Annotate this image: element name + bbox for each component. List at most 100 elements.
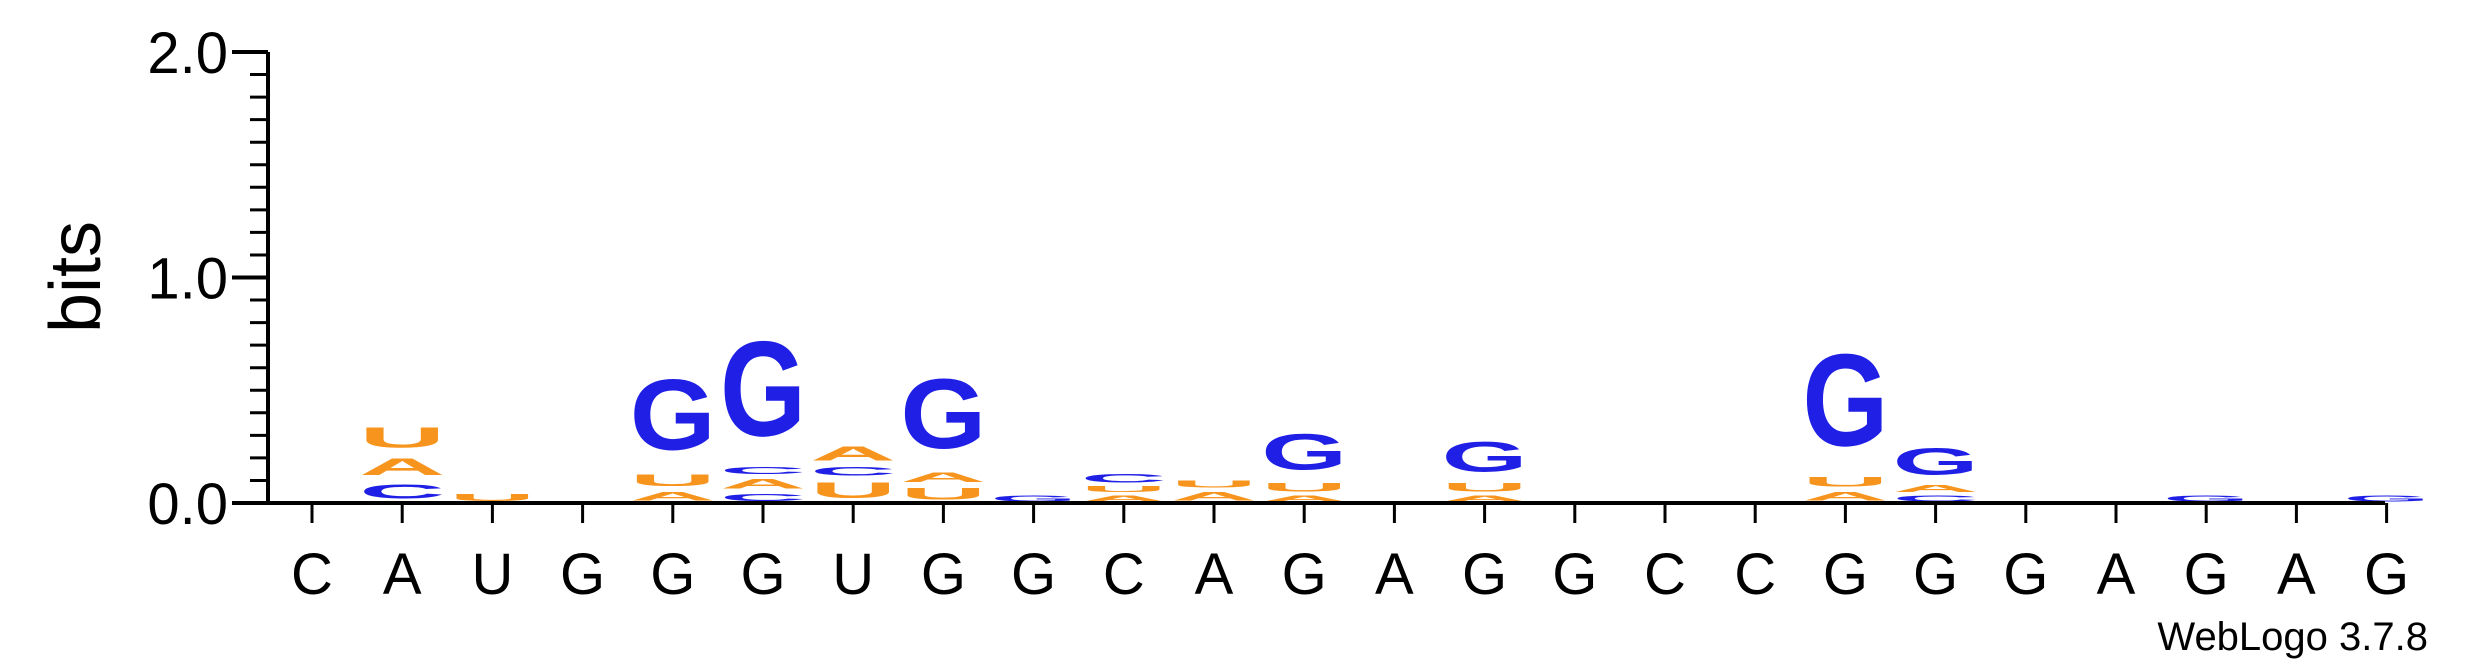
glyph-A: A — [900, 469, 986, 485]
glyph-C: C — [359, 481, 445, 503]
glyph-U: U — [449, 492, 535, 503]
logo-letter-A: A — [1893, 483, 1979, 494]
x-tick-label: G — [650, 542, 695, 607]
glyph-C: C — [1081, 471, 1167, 485]
glyph-G: G — [630, 359, 716, 472]
x-tick-label: C — [1103, 542, 1145, 607]
logo-letter-C: C — [720, 465, 806, 476]
logo-letter-A: A — [1442, 494, 1528, 503]
logo-letter-A: A — [720, 476, 806, 492]
x-tick-label: G — [921, 542, 966, 607]
logo-letter-C: C — [1081, 471, 1167, 485]
y-tick-label: 1.0 — [147, 247, 228, 312]
logo-letter-A: A — [1171, 489, 1257, 503]
glyph-A: A — [720, 476, 806, 492]
x-tick-label: U — [471, 542, 513, 607]
y-axis-title: bits — [36, 221, 116, 333]
x-tick-label: A — [2097, 542, 2136, 607]
logo-letter-G: G — [1261, 424, 1347, 480]
logo-letter-U: U — [900, 485, 986, 503]
x-tick-label: G — [2184, 542, 2229, 607]
x-tick-label: G — [2003, 542, 2048, 607]
logo-letter-A: A — [810, 442, 896, 464]
glyph-G: G — [1442, 433, 1528, 481]
x-tick-label: G — [560, 542, 605, 607]
logo-letter-U: U — [359, 422, 445, 453]
logo-letter-C: C — [1893, 494, 1979, 503]
x-tick-label: C — [1734, 542, 1776, 607]
glyph-U: U — [810, 478, 896, 503]
logo-letter-C: C — [359, 481, 445, 503]
y-tick-label: 0.0 — [147, 472, 228, 537]
glyph-C: C — [720, 492, 806, 503]
logo-letter-U: U — [630, 472, 716, 490]
logo-letter-G: G — [1893, 440, 1979, 483]
x-tick-label: G — [1011, 542, 1056, 607]
glyph-C: C — [810, 465, 896, 479]
x-tick-label: G — [1913, 542, 1958, 607]
x-tick-label: G — [1462, 542, 1507, 607]
logo-letter-A: A — [900, 469, 986, 485]
glyph-G: G — [2344, 494, 2430, 503]
glyph-G: G — [2163, 494, 2249, 503]
glyph-G: G — [720, 314, 806, 465]
logo-letter-U: U — [1442, 480, 1528, 494]
x-tick-label: G — [1552, 542, 1597, 607]
x-tick-label: A — [1195, 542, 1234, 607]
logo-letter-G: G — [2344, 494, 2430, 503]
logo-letter-G: G — [1802, 326, 1888, 473]
glyph-G: G — [991, 494, 1077, 503]
weblogo-credit: WebLogo 3.7.8 — [2157, 615, 2428, 659]
logo-letter-C: C — [720, 492, 806, 503]
logo-letter-G: G — [720, 314, 806, 465]
logo-letter-G: G — [2163, 494, 2249, 503]
logo-letter-U: U — [1802, 474, 1888, 490]
glyph-U: U — [630, 472, 716, 490]
x-tick-label: U — [832, 542, 874, 607]
glyph-U: U — [1171, 478, 1257, 489]
glyph-A: A — [630, 489, 716, 503]
y-tick-label: 2.0 — [147, 21, 228, 86]
logo-letter-U: U — [1261, 480, 1347, 494]
glyph-C: C — [1893, 494, 1979, 503]
glyph-A: A — [1081, 494, 1167, 503]
glyph-U: U — [1261, 480, 1347, 494]
glyph-A: A — [1171, 489, 1257, 503]
logo-letter-G: G — [991, 494, 1077, 503]
logo-letter-U: U — [810, 478, 896, 503]
logo-letter-G: G — [900, 359, 986, 469]
glyph-U: U — [359, 422, 445, 453]
x-tick-label: C — [291, 542, 333, 607]
logo-letter-A: A — [1802, 489, 1888, 503]
logo-letter-A: A — [630, 489, 716, 503]
glyph-U: U — [900, 485, 986, 503]
x-tick-label: G — [1282, 542, 1327, 607]
x-tick-label: G — [740, 542, 785, 607]
logo-letter-A: A — [1261, 494, 1347, 503]
logo-letter-U: U — [1081, 485, 1167, 494]
logo-letter-U: U — [1171, 478, 1257, 489]
logo-letter-A: A — [359, 453, 445, 480]
x-tick-label: A — [383, 542, 422, 607]
glyph-A: A — [1802, 489, 1888, 503]
glyph-A: A — [810, 442, 896, 464]
glyph-G: G — [1261, 424, 1347, 480]
x-tick-label: G — [1823, 542, 1868, 607]
glyph-C: C — [720, 465, 806, 476]
x-tick-label: A — [1375, 542, 1414, 607]
x-tick-label: C — [1644, 542, 1686, 607]
logo-letter-U: U — [449, 492, 535, 503]
x-tick-label: G — [2364, 542, 2409, 607]
glyph-G: G — [900, 359, 986, 469]
glyph-A: A — [1893, 483, 1979, 494]
glyph-U: U — [1081, 485, 1167, 494]
logo-letter-G: G — [630, 359, 716, 472]
glyph-A: A — [1261, 494, 1347, 503]
y-axis: 0.0 1.0 2.0 — [147, 21, 270, 537]
glyph-A: A — [1442, 494, 1528, 503]
glyph-A: A — [359, 453, 445, 480]
logo-letter-G: G — [1442, 433, 1528, 481]
